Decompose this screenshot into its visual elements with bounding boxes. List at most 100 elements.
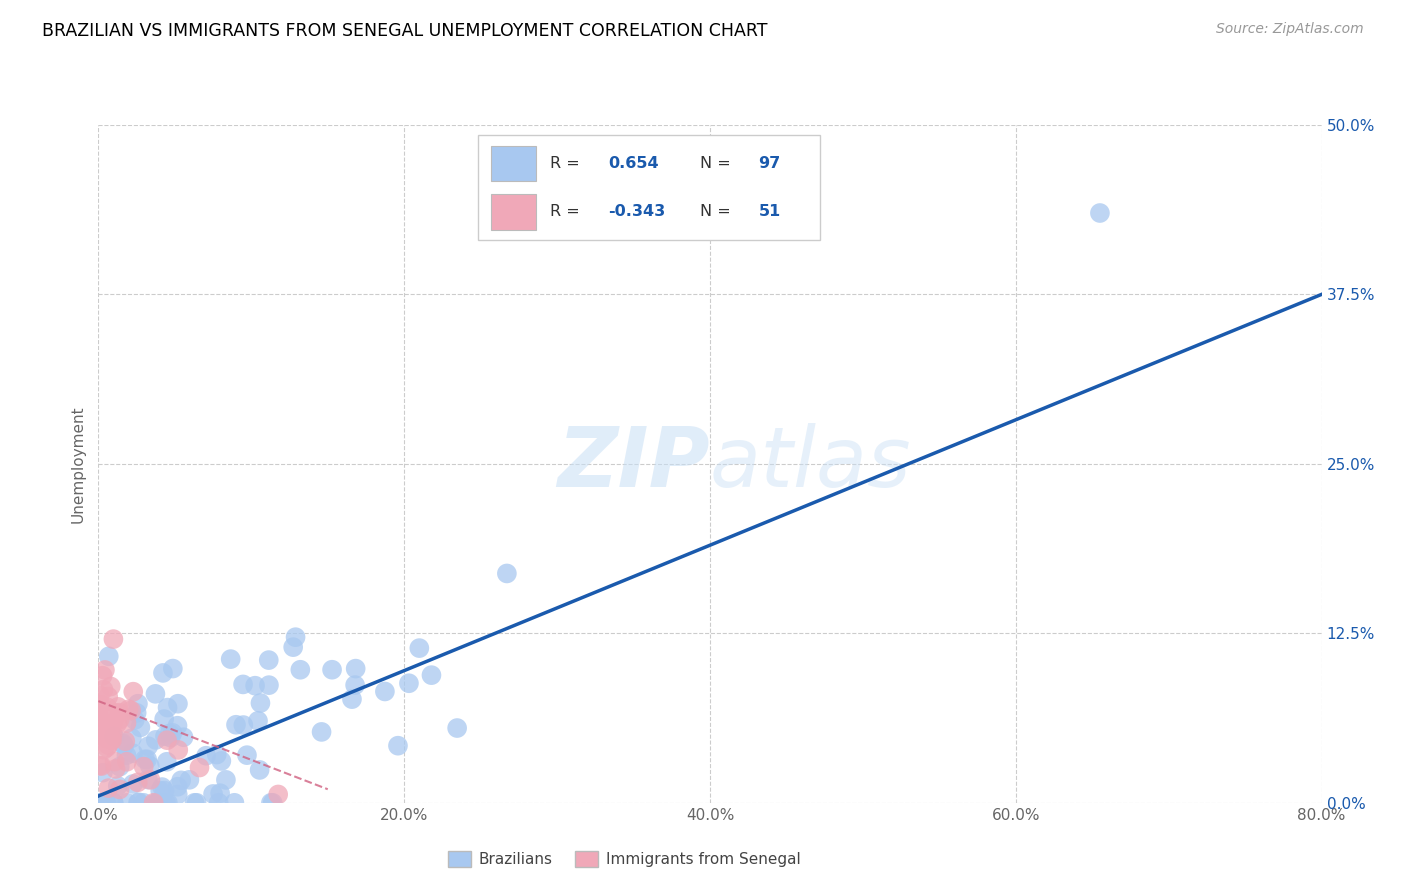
- Point: [267, 788, 290, 802]
- Point: [124, 713, 146, 727]
- Point: [166, 719, 188, 733]
- Point: [97, 781, 120, 796]
- Point: [101, 727, 124, 741]
- Point: [152, 796, 174, 810]
- Point: [93, 682, 115, 697]
- Point: [115, 755, 138, 769]
- Point: [127, 697, 149, 711]
- Point: [260, 796, 283, 810]
- Point: [146, 796, 169, 810]
- Point: [188, 760, 211, 774]
- Point: [107, 699, 129, 714]
- Point: [101, 716, 124, 731]
- Point: [146, 796, 169, 810]
- Point: [387, 739, 409, 753]
- Point: [97, 649, 120, 664]
- Point: [149, 783, 172, 797]
- Point: [100, 732, 122, 747]
- Point: [167, 743, 190, 757]
- Point: [96, 796, 118, 810]
- Point: [90, 724, 112, 739]
- Point: [321, 663, 343, 677]
- Point: [117, 702, 139, 716]
- Point: [89, 758, 111, 772]
- Point: [112, 739, 135, 753]
- Point: [344, 662, 367, 676]
- Point: [145, 687, 167, 701]
- Point: [89, 688, 111, 702]
- Point: [215, 772, 238, 787]
- Point: [142, 796, 165, 810]
- Point: [262, 796, 284, 810]
- Point: [103, 632, 125, 646]
- Point: [90, 796, 112, 810]
- Point: [125, 706, 148, 720]
- Point: [100, 724, 122, 739]
- Point: [159, 726, 181, 740]
- Point: [94, 663, 117, 677]
- Point: [496, 566, 519, 581]
- Text: Source: ZipAtlas.com: Source: ZipAtlas.com: [1216, 22, 1364, 37]
- Point: [153, 729, 176, 743]
- Point: [132, 760, 155, 774]
- Point: [93, 743, 115, 757]
- Point: [108, 759, 131, 773]
- Point: [136, 772, 159, 787]
- Point: [446, 721, 468, 735]
- Point: [249, 763, 271, 777]
- Point: [89, 699, 111, 714]
- Point: [249, 696, 271, 710]
- Point: [91, 669, 114, 683]
- Point: [153, 783, 176, 797]
- Point: [205, 747, 228, 762]
- Point: [97, 690, 120, 704]
- Point: [232, 677, 254, 691]
- Point: [1088, 206, 1111, 220]
- Point: [179, 772, 201, 787]
- Point: [129, 720, 152, 734]
- Point: [97, 738, 120, 752]
- Point: [100, 680, 122, 694]
- Point: [111, 737, 134, 751]
- Point: [122, 684, 145, 698]
- Point: [132, 796, 155, 810]
- Point: [156, 700, 179, 714]
- Point: [121, 731, 143, 745]
- Point: [96, 731, 118, 746]
- Point: [243, 679, 266, 693]
- Point: [374, 684, 396, 698]
- Point: [166, 788, 188, 802]
- Point: [156, 755, 179, 769]
- Point: [195, 748, 218, 763]
- Point: [94, 796, 117, 810]
- Point: [420, 668, 443, 682]
- Point: [122, 777, 145, 791]
- Point: [93, 727, 115, 741]
- Point: [257, 678, 280, 692]
- Point: [101, 733, 124, 747]
- Point: [173, 730, 195, 744]
- Point: [156, 796, 179, 810]
- Point: [108, 782, 131, 797]
- Point: [152, 665, 174, 680]
- Point: [139, 759, 162, 773]
- Point: [257, 653, 280, 667]
- Point: [225, 718, 247, 732]
- Point: [105, 706, 128, 721]
- Point: [136, 752, 159, 766]
- Point: [145, 732, 167, 747]
- Point: [115, 796, 138, 810]
- Point: [91, 717, 114, 731]
- Point: [232, 718, 254, 732]
- Point: [162, 726, 184, 740]
- Point: [134, 752, 156, 766]
- Point: [166, 780, 188, 794]
- Point: [156, 733, 179, 747]
- Point: [104, 755, 127, 769]
- Point: [104, 762, 127, 776]
- Point: [89, 796, 111, 810]
- Point: [186, 796, 208, 810]
- Point: [155, 796, 177, 810]
- Point: [202, 787, 225, 801]
- Point: [209, 786, 232, 800]
